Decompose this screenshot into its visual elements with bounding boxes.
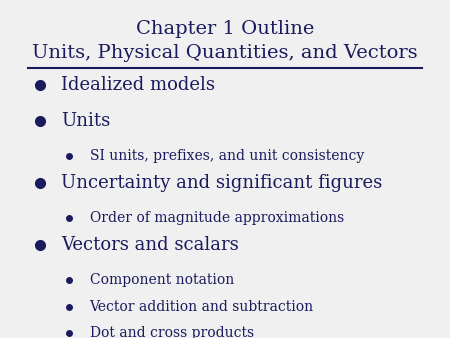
Text: Order of magnitude approximations: Order of magnitude approximations xyxy=(90,211,344,225)
Text: SI units, prefixes, and unit consistency: SI units, prefixes, and unit consistency xyxy=(90,149,364,163)
Text: Uncertainty and significant figures: Uncertainty and significant figures xyxy=(61,174,382,192)
Text: Dot and cross products: Dot and cross products xyxy=(90,326,254,338)
Text: Component notation: Component notation xyxy=(90,273,234,287)
Text: Vector addition and subtraction: Vector addition and subtraction xyxy=(90,300,314,314)
Text: Vectors and scalars: Vectors and scalars xyxy=(61,236,238,254)
Text: Idealized models: Idealized models xyxy=(61,76,215,94)
Text: Units: Units xyxy=(61,112,110,130)
Text: Chapter 1 Outline
Units, Physical Quantities, and Vectors: Chapter 1 Outline Units, Physical Quanti… xyxy=(32,20,418,62)
